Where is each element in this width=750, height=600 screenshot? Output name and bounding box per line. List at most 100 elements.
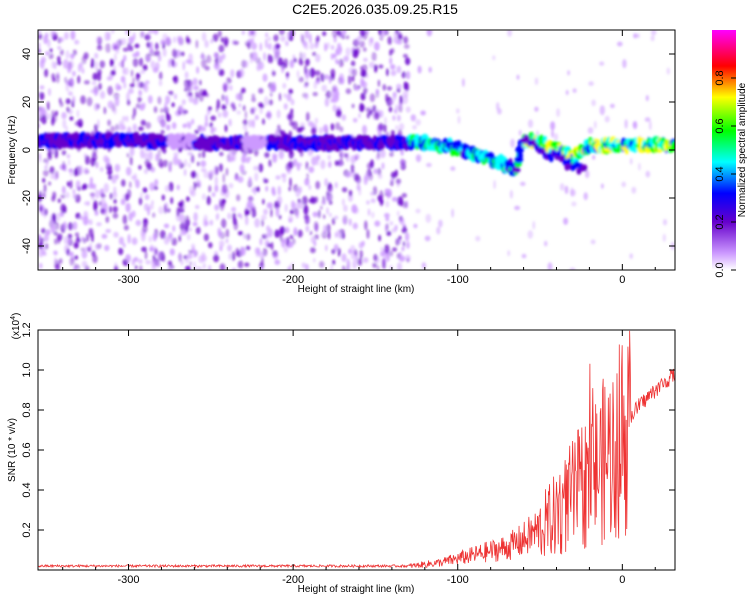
spectrogram-noise-cell bbox=[136, 80, 141, 89]
spectrogram-noise-cell bbox=[61, 112, 67, 119]
spectrogram-noise-cell bbox=[316, 76, 320, 82]
spectrogram-noise-cell bbox=[172, 76, 177, 81]
spectrogram-noise-cell bbox=[122, 214, 128, 225]
spectrogram-noise-cell bbox=[67, 64, 72, 74]
spectrogram-noise-cell bbox=[135, 103, 141, 109]
spectrogram-noise-cell bbox=[345, 47, 351, 57]
spectrogram-noise-cell bbox=[198, 255, 205, 264]
spectrogram-noise-cell bbox=[249, 58, 254, 64]
top-y-ticks: -40 -20 0 20 40 bbox=[21, 48, 675, 254]
spectrogram-noise-cell bbox=[43, 183, 47, 193]
spectrogram-noise-cell bbox=[115, 83, 120, 91]
spectrogram-noise-cell bbox=[371, 211, 375, 219]
spectrogram-branch-cell bbox=[548, 155, 554, 163]
spectrogram-noise-cell bbox=[264, 152, 270, 158]
spectrogram-noise-cell bbox=[125, 115, 129, 123]
bottom-ytick-label: 0.4 bbox=[21, 482, 33, 497]
spectrogram-noise-cell bbox=[377, 173, 383, 179]
spectrogram-noise-cell bbox=[279, 232, 283, 242]
spectrogram-noise-cell bbox=[242, 152, 247, 158]
spectrogram-noise-cell bbox=[599, 105, 605, 116]
spectrogram-noise-cell bbox=[395, 238, 400, 246]
spectrogram-noise-cell bbox=[204, 221, 209, 227]
spectrogram-noise-cell bbox=[70, 30, 76, 40]
spectrogram-noise-cell bbox=[124, 30, 131, 35]
spectrogram-noise-cell bbox=[352, 259, 357, 269]
spectrogram-noise-cell bbox=[232, 212, 237, 221]
spectrogram-noise-cell bbox=[124, 193, 130, 202]
spectrogram-noise-cell bbox=[638, 162, 641, 171]
spectrogram-noise-cell bbox=[298, 162, 303, 167]
spectrogram-noise-cell bbox=[265, 185, 269, 192]
spectrogram-noise-cell bbox=[379, 251, 385, 257]
spectrogram-noise-cell bbox=[122, 125, 126, 131]
spectrogram-noise-cell bbox=[366, 200, 370, 205]
spectrogram-noise-cell bbox=[218, 69, 225, 77]
spectrogram-noise-cell bbox=[69, 77, 74, 86]
spectrogram-noise-cell bbox=[129, 156, 133, 166]
spectrogram-noise-cell bbox=[208, 106, 212, 111]
spectrogram-noise-cell bbox=[49, 48, 53, 53]
spectrogram-noise-cell bbox=[662, 233, 666, 242]
spectrogram-noise-cell bbox=[358, 112, 361, 119]
spectrogram-noise-cell bbox=[398, 101, 402, 111]
spectrogram-noise-cell bbox=[276, 109, 281, 119]
spectrogram-noise-cell bbox=[644, 117, 651, 122]
spectrogram-noise-cell bbox=[239, 213, 243, 220]
spectrogram-noise-cell bbox=[396, 83, 402, 90]
spectrogram-noise-cell bbox=[107, 100, 114, 109]
spectrogram-noise-cell bbox=[328, 161, 332, 168]
spectrogram-noise-cell bbox=[83, 246, 90, 251]
spectrogram-noise-cell bbox=[225, 167, 229, 176]
spectrogram-noise-cell bbox=[265, 232, 270, 239]
spectrogram-noise-cell bbox=[241, 30, 245, 35]
spectrogram-noise-cell bbox=[282, 238, 288, 244]
spectrogram-noise-cell bbox=[75, 238, 82, 243]
spectrogram-noise-cell bbox=[198, 152, 201, 158]
spectrogram-noise-cell bbox=[262, 118, 265, 125]
spectrogram-noise-cell bbox=[221, 94, 225, 101]
top-xtick-label: -100 bbox=[447, 274, 469, 286]
spectrogram-noise-cell bbox=[131, 237, 138, 245]
spectrogram-noise-cell bbox=[396, 180, 401, 188]
y-scale-prefix: (x10 bbox=[11, 319, 22, 339]
spectrogram-noise-cell bbox=[105, 43, 111, 53]
spectrogram-noise-cell bbox=[106, 76, 113, 81]
spectrogram-noise-cell bbox=[200, 168, 207, 173]
spectrogram-noise-cell bbox=[188, 86, 191, 92]
spectrogram-noise-cell bbox=[63, 236, 69, 245]
colorbar-tick-label: 0.2 bbox=[714, 214, 726, 229]
spectrogram-noise-cell bbox=[516, 74, 520, 80]
spectrogram-noise-cell bbox=[400, 158, 405, 164]
spectrogram-noise-cell bbox=[359, 249, 364, 260]
spectrogram-noise-cell bbox=[50, 30, 56, 38]
spectrogram-noise-cell bbox=[383, 123, 387, 133]
spectrogram-noise-cell bbox=[180, 230, 184, 236]
spectrogram-noise-cell bbox=[324, 178, 328, 187]
spectrogram-noise-cell bbox=[115, 47, 120, 54]
spectrogram-noise-cell bbox=[236, 194, 241, 202]
spectrogram-noise-cell bbox=[116, 40, 119, 51]
spectrogram-noise-cell bbox=[218, 163, 223, 172]
spectrogram-noise-cell bbox=[121, 115, 127, 122]
spectrogram-noise-cell bbox=[218, 44, 225, 53]
spectrogram-noise-cell bbox=[111, 30, 115, 34]
spectrogram-noise-cell bbox=[336, 229, 340, 238]
spectrogram-noise-cell bbox=[371, 51, 377, 62]
spectrogram-noise-cell bbox=[393, 109, 397, 114]
spectrogram-noise-cell bbox=[140, 232, 146, 242]
spectrogram-noise-cell bbox=[514, 205, 521, 211]
spectrogram-branch-cell bbox=[582, 164, 588, 172]
spectrogram-noise-cell bbox=[331, 45, 335, 50]
spectrogram-noise-cell bbox=[385, 216, 390, 222]
spectrogram-noise-cell bbox=[314, 117, 319, 125]
spectrogram-noise-cell bbox=[122, 243, 126, 248]
spectrogram-noise-cell bbox=[78, 215, 84, 220]
spectrogram-noise-cell bbox=[360, 104, 365, 112]
spectrogram-noise-cell bbox=[270, 241, 274, 251]
spectrogram-noise-cell bbox=[128, 88, 134, 94]
spectrogram-noise-cell bbox=[51, 116, 55, 126]
spectrogram-noise-cell bbox=[507, 30, 512, 37]
spectrogram-noise-cell bbox=[168, 90, 174, 95]
spectrogram-noise-cell bbox=[321, 84, 328, 92]
